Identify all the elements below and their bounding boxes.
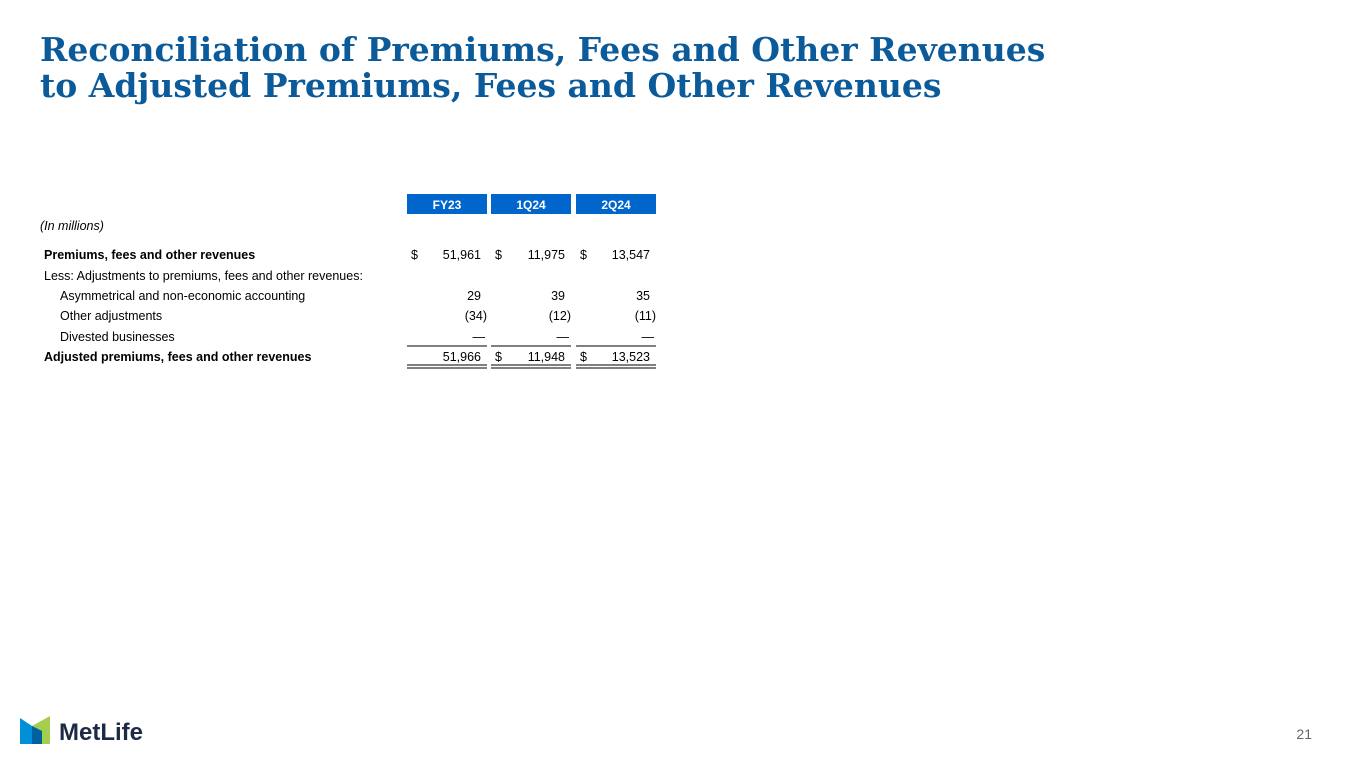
logo-icon	[20, 716, 50, 744]
column-header: 1Q24	[516, 198, 546, 212]
column-header: FY23	[433, 198, 462, 212]
row-label: Other adjustments	[60, 309, 162, 323]
cell-value: 51,961	[443, 248, 481, 262]
unit-note: (In millions)	[40, 219, 104, 233]
cell-value: —	[473, 330, 486, 344]
row-label: Adjusted premiums, fees and other revenu…	[44, 350, 311, 364]
cell-value: 35	[636, 289, 650, 303]
cell-value: 29	[467, 289, 481, 303]
page-number: 21	[1296, 726, 1312, 742]
row-label: Less: Adjustments to premiums, fees and …	[44, 269, 363, 283]
cell-value: 11,975	[528, 248, 565, 262]
row-label: Asymmetrical and non-economic accounting	[60, 289, 305, 303]
title-line: Reconciliation of Premiums, Fees and Oth…	[40, 30, 1045, 69]
cell-value: (11)	[635, 309, 656, 323]
cell-value: 13,547	[612, 248, 650, 262]
column-header-bg	[407, 194, 487, 214]
row-label: Premiums, fees and other revenues	[44, 248, 255, 262]
cell-value: —	[557, 330, 570, 344]
row-label: Divested businesses	[60, 330, 175, 344]
cell-value: (12)	[549, 309, 571, 323]
cell-value: (34)	[465, 309, 487, 323]
title-line: to Adjusted Premiums, Fees and Other Rev…	[40, 66, 941, 105]
cell-value: 13,523	[612, 350, 650, 364]
currency: $	[580, 350, 587, 364]
cell-value: 51,966	[443, 350, 481, 364]
cell-value: —	[642, 330, 655, 344]
currency: $	[495, 350, 502, 364]
cell-value: 11,948	[528, 350, 565, 364]
currency: $	[495, 248, 502, 262]
logo-text: MetLife	[59, 719, 143, 746]
currency: $	[580, 248, 587, 262]
column-header-bg	[576, 194, 656, 214]
column-header-bg	[491, 194, 571, 214]
column-header: 2Q24	[601, 198, 631, 212]
cell-value: 39	[551, 289, 565, 303]
currency: $	[411, 248, 418, 262]
